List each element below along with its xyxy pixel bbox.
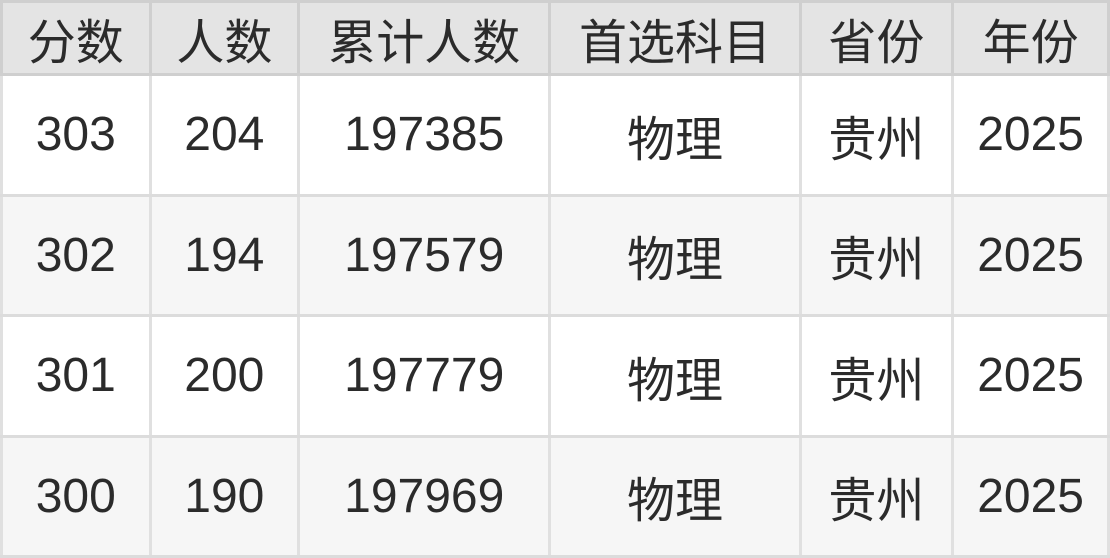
cell-count: 194 bbox=[148, 193, 301, 317]
table-header: 分数 人数 累计人数 首选科目 省份 年份 bbox=[0, 0, 1110, 76]
cell-subject: 物理 bbox=[548, 314, 802, 438]
cell-province: 贵州 bbox=[798, 193, 955, 317]
table-body: 303 204 197385 物理 贵州 2025 302 194 197579… bbox=[0, 73, 1110, 558]
cell-count: 190 bbox=[148, 434, 301, 558]
cell-count: 200 bbox=[148, 314, 301, 438]
cell-cumulative-count: 197579 bbox=[297, 193, 552, 317]
cell-subject: 物理 bbox=[548, 434, 802, 558]
cell-subject: 物理 bbox=[548, 73, 802, 197]
header-row: 分数 人数 累计人数 首选科目 省份 年份 bbox=[0, 0, 1110, 76]
table-row: 303 204 197385 物理 贵州 2025 bbox=[0, 73, 1110, 197]
cell-score: 301 bbox=[0, 314, 152, 438]
cell-subject: 物理 bbox=[548, 193, 802, 317]
cell-year: 2025 bbox=[951, 434, 1110, 558]
column-header-cumulative-count: 累计人数 bbox=[297, 0, 552, 76]
cell-score: 302 bbox=[0, 193, 152, 317]
cell-province: 贵州 bbox=[798, 434, 955, 558]
cell-count: 204 bbox=[148, 73, 301, 197]
table-row: 300 190 197969 物理 贵州 2025 bbox=[0, 434, 1110, 558]
cell-score: 300 bbox=[0, 434, 152, 558]
cell-score: 303 bbox=[0, 73, 152, 197]
table-row: 302 194 197579 物理 贵州 2025 bbox=[0, 193, 1110, 317]
cell-year: 2025 bbox=[951, 193, 1110, 317]
column-header-score: 分数 bbox=[0, 0, 152, 76]
table-row: 301 200 197779 物理 贵州 2025 bbox=[0, 314, 1110, 438]
cell-cumulative-count: 197779 bbox=[297, 314, 552, 438]
cell-province: 贵州 bbox=[798, 314, 955, 438]
column-header-year: 年份 bbox=[951, 0, 1110, 76]
cell-year: 2025 bbox=[951, 73, 1110, 197]
cell-cumulative-count: 197385 bbox=[297, 73, 552, 197]
cell-year: 2025 bbox=[951, 314, 1110, 438]
column-header-count: 人数 bbox=[148, 0, 301, 76]
column-header-province: 省份 bbox=[798, 0, 955, 76]
column-header-subject: 首选科目 bbox=[548, 0, 802, 76]
cell-cumulative-count: 197969 bbox=[297, 434, 552, 558]
cell-province: 贵州 bbox=[798, 73, 955, 197]
